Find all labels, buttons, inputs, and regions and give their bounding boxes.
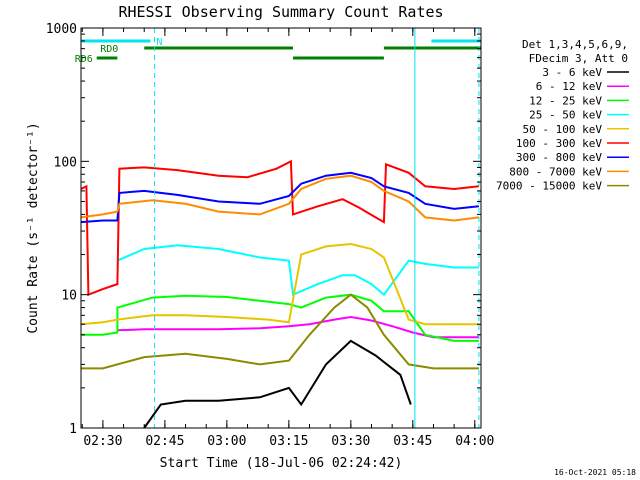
flag-n-label: N <box>156 37 162 48</box>
y-tick-label: 100 <box>54 155 77 170</box>
x-tick-label: 02:30 <box>83 434 122 449</box>
legend-entry-label: 3 - 6 keV <box>542 66 602 79</box>
x-tick-label: 03:15 <box>269 434 308 449</box>
chart-title: RHESSI Observing Summary Count Rates <box>118 3 443 21</box>
ticks-layer: 1 10 100 1000 02:30 02:45 03:00 03:15 03:30 03:45… <box>46 22 495 449</box>
legend-header-line-2: FDecim 3, Att 0 <box>529 52 628 65</box>
flag-rd0-label: RD0 <box>100 44 118 55</box>
markers-layer <box>80 28 480 428</box>
legend-entry-label: 12 - 25 keV <box>529 94 602 107</box>
y-tick-label: 1000 <box>46 22 77 37</box>
x-axis-label: Start Time (18-Jul-06 02:24:42) <box>160 456 403 471</box>
series-line-6 <box>80 159 480 297</box>
y-axis-label: Count Rate (s⁻¹ detector⁻¹) <box>26 122 41 333</box>
series-line-5 <box>80 242 479 326</box>
series-line-9 <box>81 293 479 370</box>
x-tick-label: 03:00 <box>207 434 246 449</box>
x-tick-label: 02:45 <box>145 434 184 449</box>
series-layer <box>80 159 480 429</box>
legend-entry-label: 100 - 300 keV <box>516 137 602 150</box>
series-line-3 <box>81 293 479 342</box>
generation-timestamp: 16-Oct-2021 05:18 <box>554 468 636 477</box>
legend-entry-label: 800 - 7000 keV <box>509 165 602 178</box>
series-line-1 <box>143 339 412 429</box>
legend-header-line-1: Det 1,3,4,5,6,9, <box>522 38 628 51</box>
flag-rd6-label: RD6 <box>75 54 93 65</box>
series-line-7 <box>80 171 480 224</box>
series-line-4 <box>117 244 479 297</box>
legend-entry-label: 25 - 50 keV <box>529 109 602 122</box>
legend-entry-label: 300 - 800 keV <box>516 151 602 164</box>
legend-entry-label: 7000 - 15000 keV <box>496 180 602 193</box>
flags-layer <box>81 39 481 60</box>
flag-labels-layer: N RD0 RD6 <box>75 37 163 65</box>
x-tick-label: 03:30 <box>331 434 370 449</box>
plot-frame <box>80 27 482 429</box>
y-tick-label: 1 <box>69 422 77 437</box>
legend: Det 1,3,4,5,6,9, FDecim 3, Att 0 3 - 6 k… <box>496 38 629 193</box>
series-line-8 <box>80 174 480 222</box>
legend-entry-label: 6 - 12 keV <box>536 80 603 93</box>
legend-entry-label: 50 - 100 keV <box>523 123 603 136</box>
x-tick-label: 03:45 <box>393 434 432 449</box>
x-tick-label: 04:00 <box>455 434 494 449</box>
y-tick-label: 10 <box>61 289 77 304</box>
